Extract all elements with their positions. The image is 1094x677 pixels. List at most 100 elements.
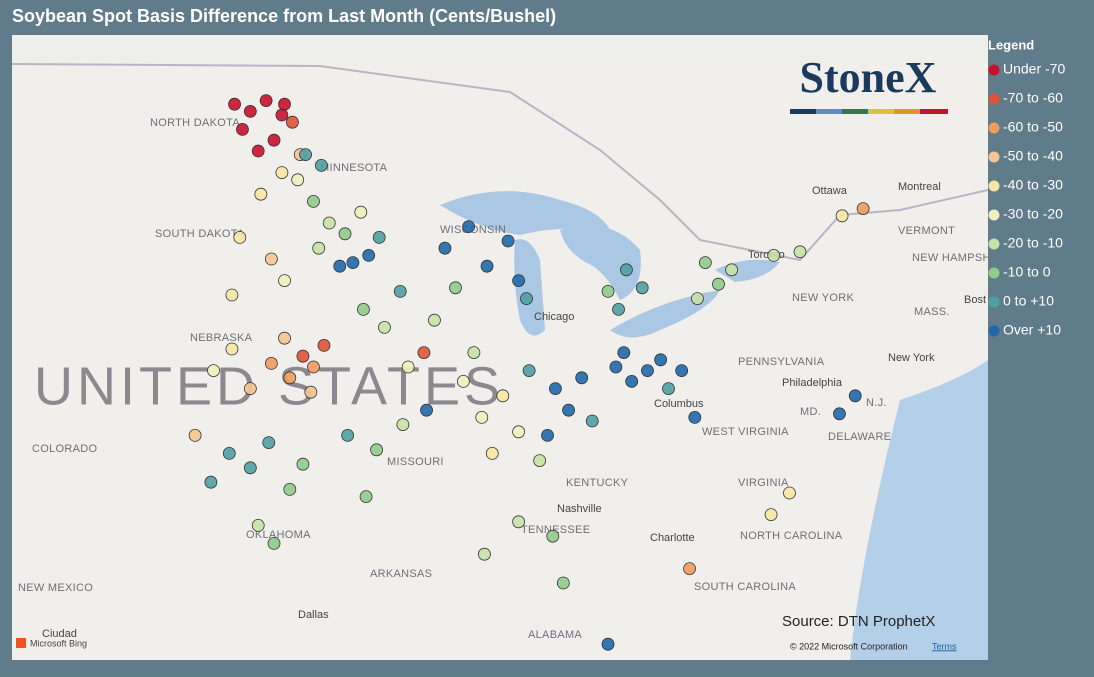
data-point xyxy=(299,148,312,162)
city-label: Nashville xyxy=(557,503,602,515)
data-point xyxy=(243,382,257,396)
bing-logo xyxy=(16,638,26,648)
data-point xyxy=(243,461,257,475)
data-point xyxy=(304,385,318,399)
legend-swatch xyxy=(988,151,1000,163)
data-point xyxy=(225,342,239,356)
data-point xyxy=(307,360,320,374)
data-point xyxy=(835,209,849,223)
data-point xyxy=(438,241,452,255)
data-point xyxy=(264,356,278,370)
data-point xyxy=(251,519,265,532)
city-label: Chicago xyxy=(534,311,574,323)
city-label: Ciudad xyxy=(42,628,77,640)
data-point xyxy=(601,284,615,298)
city-label: Dallas xyxy=(298,609,329,621)
state-label: NORTH CAROLINA xyxy=(740,530,843,542)
data-point xyxy=(688,410,702,424)
data-point xyxy=(267,537,281,550)
data-point xyxy=(533,454,547,468)
data-point xyxy=(683,562,696,575)
data-point xyxy=(322,216,336,230)
legend-label: -20 to -10 xyxy=(1003,235,1063,251)
city-label: Montreal xyxy=(898,181,941,193)
data-point xyxy=(585,414,599,428)
data-point xyxy=(641,364,654,378)
data-point xyxy=(601,637,615,651)
data-point xyxy=(264,252,278,266)
data-point xyxy=(522,364,536,378)
data-point xyxy=(296,457,310,471)
data-point xyxy=(286,115,299,129)
city-label: New York xyxy=(888,352,935,364)
data-point xyxy=(848,389,862,403)
data-point xyxy=(512,515,525,529)
data-point xyxy=(480,259,494,273)
state-label: MASS. xyxy=(914,306,950,318)
data-point xyxy=(462,220,476,234)
data-point xyxy=(346,256,360,270)
legend-label: -50 to -40 xyxy=(1003,148,1063,164)
state-label: TENNESSEE xyxy=(521,524,590,536)
data-point xyxy=(204,475,218,489)
canada-area xyxy=(12,35,988,65)
state-label: N.J. xyxy=(866,397,887,409)
data-point xyxy=(283,371,297,385)
state-label: NORTH DAKOTA xyxy=(150,117,240,129)
data-point xyxy=(625,374,639,388)
state-label: WEST VIRGINIA xyxy=(702,426,789,438)
data-point xyxy=(417,346,431,360)
state-label: ALABAMA xyxy=(528,629,582,641)
data-point xyxy=(420,403,433,417)
data-point xyxy=(333,259,347,273)
map-background xyxy=(12,35,988,660)
legend-swatch xyxy=(988,93,1000,105)
city-label: Ottawa xyxy=(812,185,848,197)
data-point xyxy=(562,403,575,417)
data-point xyxy=(283,482,297,496)
data-point xyxy=(546,529,560,543)
terms-link[interactable]: Terms xyxy=(932,641,957,651)
data-point xyxy=(691,292,704,306)
data-point xyxy=(312,241,326,255)
legend-swatch xyxy=(988,209,1000,221)
state-label: SOUTH CAROLINA xyxy=(694,581,796,593)
data-point xyxy=(291,173,305,187)
legend-swatch xyxy=(988,122,1000,134)
city-label: Philadelphia xyxy=(782,377,843,389)
state-label: MISSOURI xyxy=(387,456,444,468)
data-point xyxy=(378,320,391,334)
data-point xyxy=(541,428,554,442)
data-point xyxy=(225,288,239,302)
state-label: NEW HAMPSHIRE xyxy=(912,252,1010,264)
data-point xyxy=(362,248,376,262)
data-point xyxy=(485,446,499,460)
map: UNITED STATES NORTH DAKOTAMINNESOTASOUTH… xyxy=(12,35,1010,660)
data-point xyxy=(357,302,370,316)
data-point xyxy=(449,281,462,295)
data-point xyxy=(475,410,489,424)
data-point xyxy=(372,230,386,244)
data-point xyxy=(609,360,623,374)
data-point xyxy=(262,436,276,450)
legend-label: Under -70 xyxy=(1003,61,1065,77)
legend-label: -60 to -50 xyxy=(1003,119,1063,135)
data-point xyxy=(393,284,407,298)
data-point xyxy=(243,105,257,118)
data-point xyxy=(520,292,533,306)
lake-michigan xyxy=(514,239,545,336)
data-point xyxy=(793,245,807,259)
data-point xyxy=(496,389,510,403)
data-point xyxy=(512,274,525,288)
legend-label: 0 to +10 xyxy=(1003,293,1054,309)
data-point xyxy=(267,133,281,147)
data-point xyxy=(698,256,712,270)
state-label: SOUTH DAKOTA xyxy=(155,228,245,240)
data-point xyxy=(307,194,320,208)
data-point xyxy=(236,122,249,136)
source: Source: DTN ProphetX xyxy=(782,613,935,630)
state-label: MINNESOTA xyxy=(320,162,388,174)
data-point xyxy=(620,263,633,277)
city-label: Columbus xyxy=(654,398,704,410)
